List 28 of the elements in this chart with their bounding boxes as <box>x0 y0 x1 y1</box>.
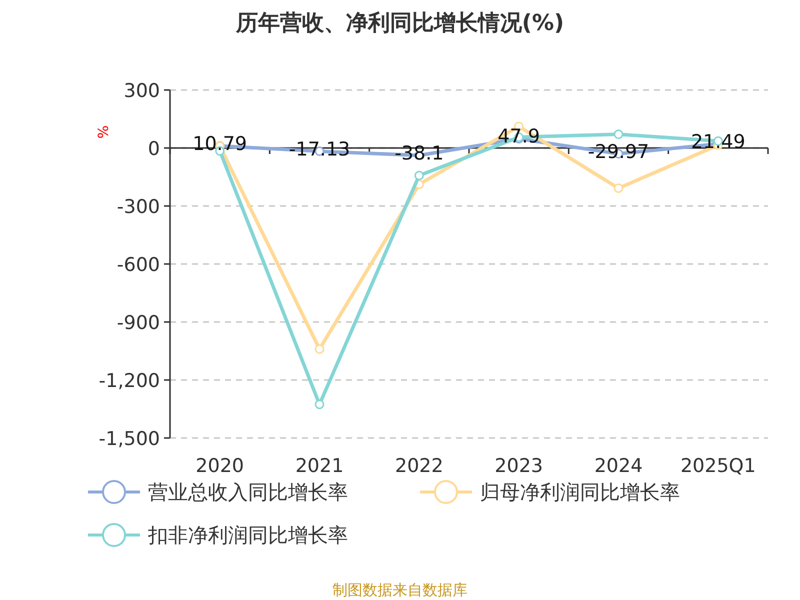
y-tick-label: 0 <box>148 138 160 160</box>
x-tick-label: 2020 <box>196 455 244 477</box>
data-label: 21.49 <box>690 130 746 153</box>
point <box>414 170 424 180</box>
y-tick-label: 300 <box>124 80 160 102</box>
x-tick-label: 2023 <box>494 455 544 477</box>
data-label: 10.79 <box>192 132 248 155</box>
y-tick-label: -300 <box>116 196 160 218</box>
x-tick-label: 2025Q1 <box>680 455 756 477</box>
point <box>614 130 624 140</box>
x-tick-label: 2024 <box>594 455 643 477</box>
data-label: 47.9 <box>498 126 540 148</box>
y-tick-label: -1,500 <box>98 428 160 450</box>
data-label: -38.1 <box>394 142 444 164</box>
legend-label: 扣非净利润同比增长率 <box>147 523 348 547</box>
x-tick-label: 2022 <box>394 455 444 477</box>
text: 制图数据来自数据库 <box>332 581 468 599</box>
legend-label: 营业总收入同比增长率 <box>148 480 348 504</box>
x-tick-label: 2021 <box>295 455 344 477</box>
y-tick-label: -1,200 <box>98 370 160 392</box>
y-tick-label: -900 <box>116 312 160 334</box>
point <box>314 344 324 354</box>
y-tick-label: -600 <box>116 254 160 276</box>
y-axis-title: % <box>96 125 112 139</box>
point <box>614 183 624 193</box>
chart-title: 历年营收、净利同比增长情况(%) <box>234 11 564 36</box>
legend-label: 归母净利润同比增长率 <box>480 480 680 504</box>
point <box>314 400 324 410</box>
